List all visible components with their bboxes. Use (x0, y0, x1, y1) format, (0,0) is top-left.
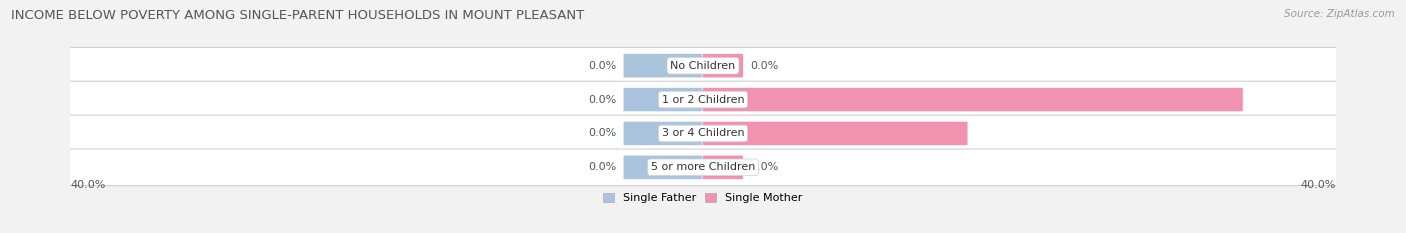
Text: 34.1%: 34.1% (1256, 95, 1294, 105)
FancyBboxPatch shape (623, 53, 704, 78)
FancyBboxPatch shape (623, 121, 704, 146)
FancyBboxPatch shape (702, 155, 744, 180)
FancyBboxPatch shape (67, 81, 1339, 118)
Legend: Single Father, Single Mother: Single Father, Single Mother (603, 193, 803, 203)
Text: 0.0%: 0.0% (588, 61, 616, 71)
FancyBboxPatch shape (702, 53, 744, 78)
Text: 0.0%: 0.0% (588, 162, 616, 172)
FancyBboxPatch shape (67, 149, 1339, 186)
Text: 5 or more Children: 5 or more Children (651, 162, 755, 172)
FancyBboxPatch shape (702, 87, 1243, 112)
FancyBboxPatch shape (623, 155, 704, 180)
FancyBboxPatch shape (67, 115, 1339, 152)
FancyBboxPatch shape (702, 121, 967, 146)
Text: 0.0%: 0.0% (588, 95, 616, 105)
Text: Source: ZipAtlas.com: Source: ZipAtlas.com (1284, 9, 1395, 19)
Text: 1 or 2 Children: 1 or 2 Children (662, 95, 744, 105)
Text: 0.0%: 0.0% (588, 128, 616, 138)
Text: 0.0%: 0.0% (751, 162, 779, 172)
FancyBboxPatch shape (623, 87, 704, 112)
Text: 16.7%: 16.7% (980, 128, 1018, 138)
Text: 3 or 4 Children: 3 or 4 Children (662, 128, 744, 138)
FancyBboxPatch shape (67, 47, 1339, 84)
Text: 0.0%: 0.0% (751, 61, 779, 71)
Text: 40.0%: 40.0% (70, 180, 105, 190)
Text: No Children: No Children (671, 61, 735, 71)
Text: INCOME BELOW POVERTY AMONG SINGLE-PARENT HOUSEHOLDS IN MOUNT PLEASANT: INCOME BELOW POVERTY AMONG SINGLE-PARENT… (11, 9, 585, 22)
Text: 40.0%: 40.0% (1301, 180, 1336, 190)
